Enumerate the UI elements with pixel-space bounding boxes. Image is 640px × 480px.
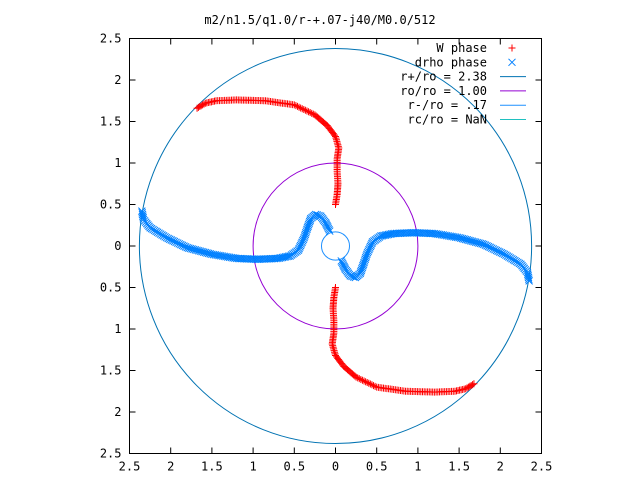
data-point	[138, 208, 147, 217]
data-point	[469, 381, 477, 389]
data-point	[363, 379, 371, 387]
circle-r-2p38	[138, 47, 533, 445]
data-point	[357, 375, 365, 383]
data-point	[365, 379, 373, 387]
data-point	[309, 110, 317, 118]
data-point	[306, 109, 314, 117]
y-tick-label: 0.5	[100, 198, 122, 212]
data-point	[313, 211, 322, 219]
axis-ticks: 2.5 2 1.5 1 0.5 0 0.5 1 1.5 2 2.52.521.510.500.511…	[100, 32, 553, 474]
legend-label: rc/ro = NaN	[408, 113, 487, 127]
data-point	[380, 231, 388, 240]
data-point	[286, 252, 295, 260]
circle-r-1	[252, 162, 419, 330]
legend-label: ro/ro = 1.00	[400, 84, 487, 98]
circle-r-0p17	[320, 231, 351, 261]
data-point	[283, 252, 291, 261]
x-tick-label: 0.5	[366, 460, 388, 474]
data-point	[138, 207, 146, 215]
legend-label: drho phase	[415, 55, 487, 69]
y-tick-label: 1	[114, 156, 121, 170]
y-tick-label: 1.5	[100, 364, 122, 378]
data-point	[355, 375, 363, 383]
y-tick-label: 2.5	[100, 32, 122, 46]
y-tick-label: 2.5	[100, 447, 122, 461]
data-point	[303, 107, 311, 115]
data-point	[524, 275, 533, 284]
x-tick-label: 2.5	[531, 460, 553, 474]
data-point	[193, 104, 201, 112]
data-point	[298, 105, 306, 113]
data-point	[370, 382, 378, 390]
data-point	[358, 376, 366, 384]
data-point	[305, 108, 313, 116]
data-point	[352, 373, 360, 381]
legend-sample	[508, 58, 516, 67]
x-tick-label: 1	[249, 460, 256, 474]
drho-phase-series	[138, 207, 533, 285]
data-point	[371, 382, 379, 390]
x-tick-label: 2	[167, 460, 174, 474]
data-point	[381, 231, 390, 239]
data-point	[362, 378, 370, 386]
x-tick-label: 1.5	[201, 460, 223, 474]
data-point	[360, 377, 368, 385]
data-point	[378, 231, 387, 240]
y-tick-label: 1	[114, 322, 121, 336]
x-tick-label: 2	[497, 460, 504, 474]
data-point	[470, 380, 478, 388]
legend-sample	[508, 44, 516, 52]
y-tick-label: 0.5	[100, 281, 122, 295]
data-point	[278, 253, 287, 262]
legend-label: r-/ro = .17	[408, 98, 487, 112]
w-phase-series	[193, 96, 478, 396]
data-point	[293, 102, 301, 110]
y-tick-label: 2	[114, 73, 121, 87]
data-point	[349, 273, 358, 281]
data-point	[354, 374, 362, 382]
data-point	[368, 381, 376, 389]
data-point	[366, 380, 374, 388]
data-point	[525, 277, 533, 285]
data-point	[376, 232, 385, 240]
x-tick-label: 2.5	[119, 460, 141, 474]
x-tick-label: 0.5	[283, 460, 305, 474]
chart-title: m2/n1.5/q1.0/r-+.07-j40/M0.0/512	[204, 13, 435, 27]
y-tick-label: 2	[114, 405, 121, 419]
legend-label: r+/ro = 2.38	[400, 70, 487, 84]
x-tick-label: 1	[414, 460, 421, 474]
data-point	[280, 253, 288, 262]
radius-circles	[138, 47, 533, 445]
data-point	[311, 111, 319, 119]
data-point	[295, 103, 303, 111]
data-point	[284, 252, 293, 261]
x-tick-label: 1.5	[448, 460, 470, 474]
data-point	[308, 109, 316, 117]
data-point	[281, 253, 290, 261]
data-point	[194, 103, 202, 111]
y-tick-label: 1.5	[100, 115, 122, 129]
data-point	[384, 230, 393, 239]
legend-label: W phase	[436, 41, 487, 55]
data-point	[292, 102, 300, 110]
data-point	[300, 105, 308, 113]
x-tick-label: 0	[332, 460, 339, 474]
data-point	[301, 106, 309, 114]
data-point	[297, 104, 305, 112]
data-points	[138, 96, 533, 396]
data-point	[383, 230, 391, 239]
y-tick-label: 0	[114, 239, 121, 253]
